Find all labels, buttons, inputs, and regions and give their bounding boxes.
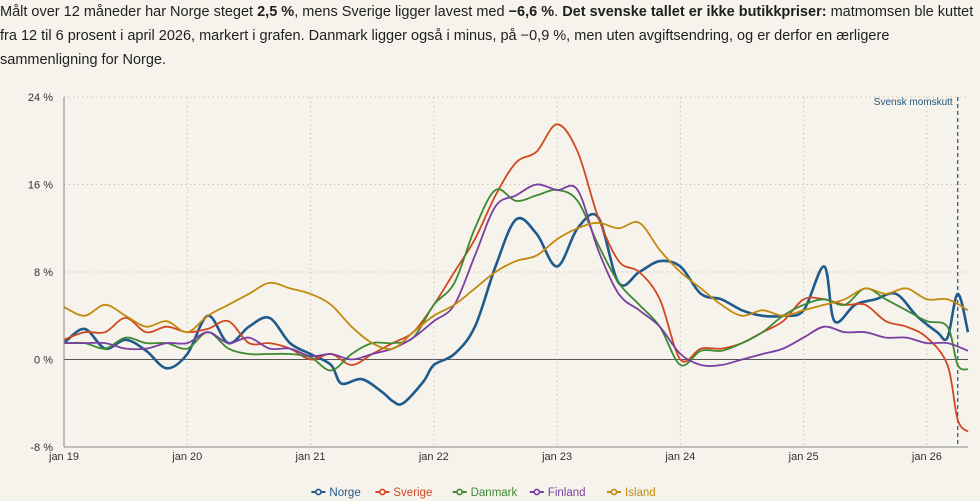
y-tick-label: -8 % xyxy=(30,442,53,454)
y-tick-label: 16 % xyxy=(28,180,53,192)
legend-marker-sverige xyxy=(378,488,386,496)
series-line-sverige xyxy=(63,123,969,433)
intro-text: , mens Sverige ligger lavest med xyxy=(294,4,509,20)
x-tick-label: jan 19 xyxy=(48,451,79,463)
intro-highlight: −6,6 % xyxy=(508,4,555,20)
legend-label-sverige: Sverige xyxy=(393,487,432,499)
line-chart: Svensk momskutt -8 % 0 % 8 % 16 % 24 % jan 19… xyxy=(28,92,970,499)
intro-highlight: Det svenske tallet er ikke butikkpriser: xyxy=(562,4,827,20)
legend-label-norge: Norge xyxy=(329,487,360,499)
series-line-danmark xyxy=(63,188,969,372)
legend-label-danmark: Danmark xyxy=(471,487,518,499)
legend-label-finland: Finland xyxy=(548,487,586,499)
x-tick-label: jan 20 xyxy=(171,451,202,463)
series-line-island xyxy=(63,221,969,350)
legend-marker-finland xyxy=(533,488,541,496)
intro-text: matmomsen ble kuttet fra 12 til 6 prosen… xyxy=(0,4,974,68)
x-tick-label: jan 22 xyxy=(418,451,449,463)
series-line-norge xyxy=(63,212,970,406)
x-tick-label: jan 24 xyxy=(664,451,695,463)
legend-marker-norge xyxy=(314,488,322,496)
intro-text: . xyxy=(554,4,563,20)
y-tick-label: 24 % xyxy=(28,92,53,104)
series-line-finland xyxy=(63,183,969,367)
x-tick-label: jan 25 xyxy=(788,451,819,463)
chart-intro: Målt over 12 måneder har Norge steget 2,… xyxy=(0,0,975,72)
legend-marker-danmark xyxy=(456,488,463,496)
intro-text: Målt over 12 måneder har Norge steget xyxy=(0,4,258,20)
y-tick-label: 8 % xyxy=(34,267,53,279)
x-tick-label: jan 23 xyxy=(541,451,572,463)
x-tick-label: jan 26 xyxy=(911,451,942,463)
y-tick-label: 0 % xyxy=(34,355,53,367)
intro-highlight: 2,5 % xyxy=(257,4,295,20)
x-tick-label: jan 21 xyxy=(295,451,326,463)
momskutt-annotation: Svensk momskutt xyxy=(874,97,953,108)
legend-marker-island xyxy=(610,488,618,496)
legend-label-island: Island xyxy=(625,487,656,499)
